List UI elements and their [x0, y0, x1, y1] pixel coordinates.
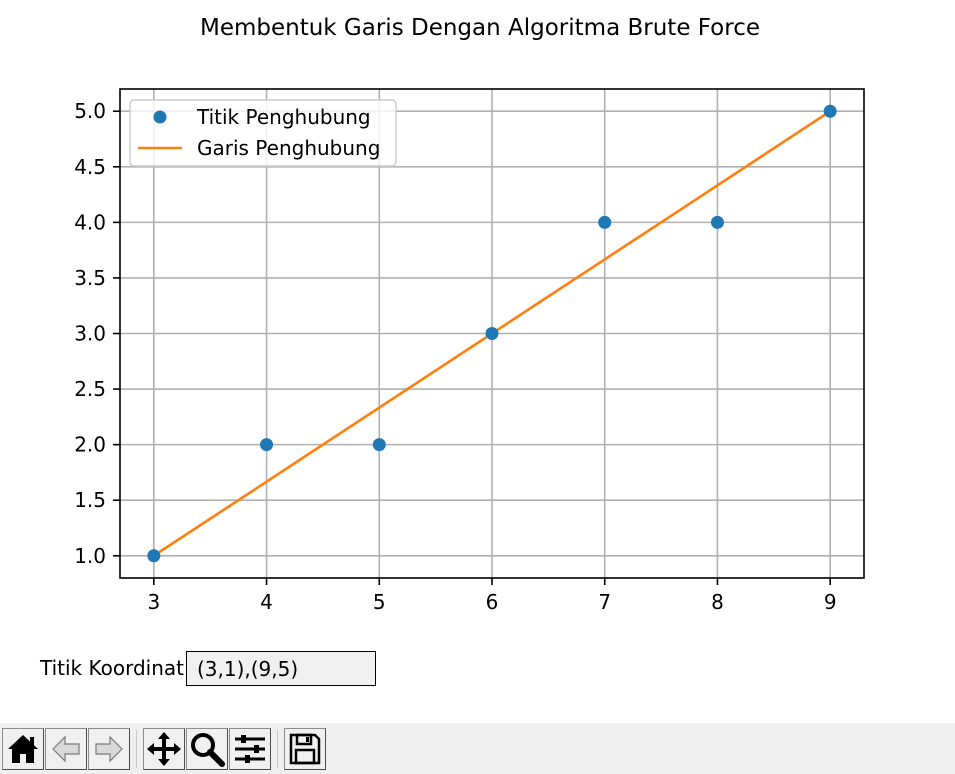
figure-canvas: Membentuk Garis Dengan Algoritma Brute F…: [74, 15, 865, 614]
scatter-series: [147, 104, 837, 563]
x-tick-label: 8: [711, 590, 724, 614]
y-tick-label: 2.0: [74, 433, 106, 457]
x-tick-label: 9: [824, 590, 837, 614]
chart-title: Membentuk Garis Dengan Algoritma Brute F…: [200, 15, 760, 41]
data-point: [147, 549, 161, 563]
zoom-icon: [191, 732, 225, 767]
y-tick-label: 3.5: [74, 266, 106, 290]
configure-subplots-button[interactable]: [229, 727, 271, 770]
x-tick-label: 7: [598, 590, 611, 614]
y-tick-label: 4.5: [74, 155, 106, 179]
data-point: [823, 104, 837, 118]
legend-box: [129, 99, 397, 167]
save-icon: [289, 733, 321, 764]
save-button[interactable]: [284, 727, 326, 770]
data-point: [710, 215, 724, 229]
data-point: [598, 215, 612, 229]
coordinate-label: Titik Koordinat: [40, 656, 184, 680]
y-tick-label: 3.0: [74, 322, 106, 346]
forward-button[interactable]: [88, 727, 130, 770]
x-tick-label: 5: [373, 590, 386, 614]
y-tick-label: 5.0: [74, 99, 106, 123]
y-tick-label: 2.5: [74, 377, 106, 401]
zoom-button[interactable]: [186, 727, 228, 770]
navigation-toolbar: [0, 723, 955, 774]
configure-subplots-icon: [235, 734, 265, 763]
x-tick-label: 3: [147, 590, 160, 614]
x-tick-label: 4: [260, 590, 273, 614]
data-point: [372, 438, 386, 452]
y-tick-label: 1.0: [74, 544, 106, 568]
home-button[interactable]: [2, 727, 44, 770]
forward-icon: [95, 735, 123, 762]
legend-label: Titik Penghubung: [196, 105, 371, 129]
grid-lines: [120, 89, 864, 578]
toolbar-separator: [277, 729, 278, 768]
coordinate-textbox-row: Titik Koordinat: [40, 650, 376, 687]
back-icon: [52, 735, 80, 762]
x-tick-label: 6: [486, 590, 499, 614]
coordinate-input[interactable]: [185, 651, 376, 686]
data-point: [485, 327, 499, 340]
legend-label: Garis Penghubung: [197, 136, 380, 160]
data-point: [260, 438, 274, 452]
pan-icon: [147, 731, 181, 766]
y-tick-label: 4.0: [74, 210, 106, 234]
y-tick-label: 1.5: [74, 488, 106, 512]
toolbar-separator: [136, 729, 137, 768]
pan-button[interactable]: [143, 727, 185, 770]
back-button[interactable]: [45, 727, 87, 770]
legend: Titik Penghubung Garis Penghubung: [129, 99, 397, 167]
home-icon: [8, 734, 38, 763]
legend-marker: [153, 110, 167, 124]
axis-ticks: 3 4 5 6 7 8 9 1.0 1.5 2.0 2.5 3.0 3.5 4.0 4.5 5.0: [74, 99, 836, 614]
